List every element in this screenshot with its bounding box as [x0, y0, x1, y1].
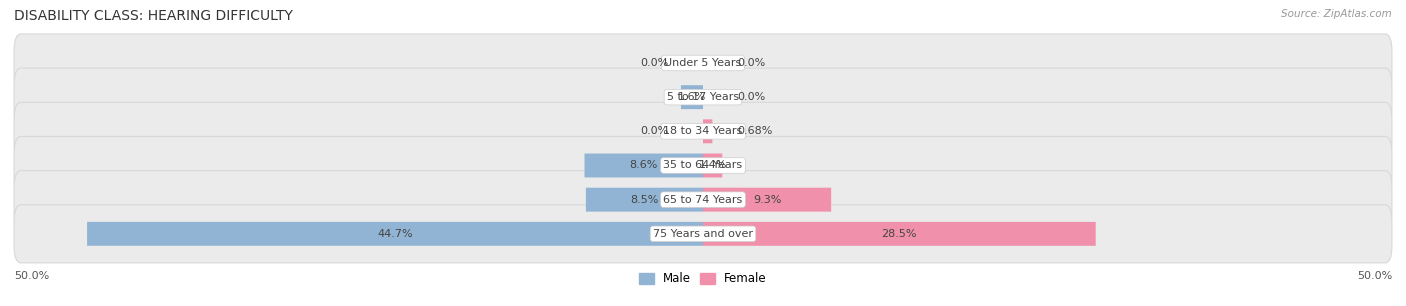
FancyBboxPatch shape — [585, 154, 703, 177]
Text: 44.7%: 44.7% — [377, 229, 413, 239]
Text: 65 to 74 Years: 65 to 74 Years — [664, 195, 742, 205]
Text: 0.68%: 0.68% — [738, 126, 773, 136]
Text: 75 Years and over: 75 Years and over — [652, 229, 754, 239]
Text: 8.5%: 8.5% — [630, 195, 658, 205]
FancyBboxPatch shape — [703, 154, 723, 177]
Text: 50.0%: 50.0% — [1357, 271, 1392, 282]
Text: 50.0%: 50.0% — [14, 271, 49, 282]
FancyBboxPatch shape — [14, 102, 1392, 160]
Text: 5 to 17 Years: 5 to 17 Years — [666, 92, 740, 102]
FancyBboxPatch shape — [14, 68, 1392, 126]
FancyBboxPatch shape — [586, 188, 703, 212]
Text: 18 to 34 Years: 18 to 34 Years — [664, 126, 742, 136]
Text: 8.6%: 8.6% — [630, 160, 658, 170]
Text: Under 5 Years: Under 5 Years — [665, 58, 741, 68]
Text: 0.0%: 0.0% — [640, 126, 669, 136]
Text: 28.5%: 28.5% — [882, 229, 917, 239]
Text: 0.0%: 0.0% — [738, 92, 766, 102]
Text: 35 to 64 Years: 35 to 64 Years — [664, 160, 742, 170]
Text: 0.0%: 0.0% — [738, 58, 766, 68]
FancyBboxPatch shape — [681, 85, 703, 109]
Text: DISABILITY CLASS: HEARING DIFFICULTY: DISABILITY CLASS: HEARING DIFFICULTY — [14, 9, 292, 23]
FancyBboxPatch shape — [14, 34, 1392, 92]
FancyBboxPatch shape — [14, 205, 1392, 263]
FancyBboxPatch shape — [703, 119, 713, 143]
Text: 1.6%: 1.6% — [678, 92, 706, 102]
FancyBboxPatch shape — [14, 136, 1392, 195]
FancyBboxPatch shape — [703, 222, 1095, 246]
Text: Source: ZipAtlas.com: Source: ZipAtlas.com — [1281, 9, 1392, 19]
FancyBboxPatch shape — [87, 222, 703, 246]
Text: 0.0%: 0.0% — [640, 58, 669, 68]
FancyBboxPatch shape — [14, 171, 1392, 229]
Text: 1.4%: 1.4% — [699, 160, 727, 170]
Text: 9.3%: 9.3% — [752, 195, 782, 205]
FancyBboxPatch shape — [703, 188, 831, 212]
Legend: Male, Female: Male, Female — [634, 268, 772, 290]
